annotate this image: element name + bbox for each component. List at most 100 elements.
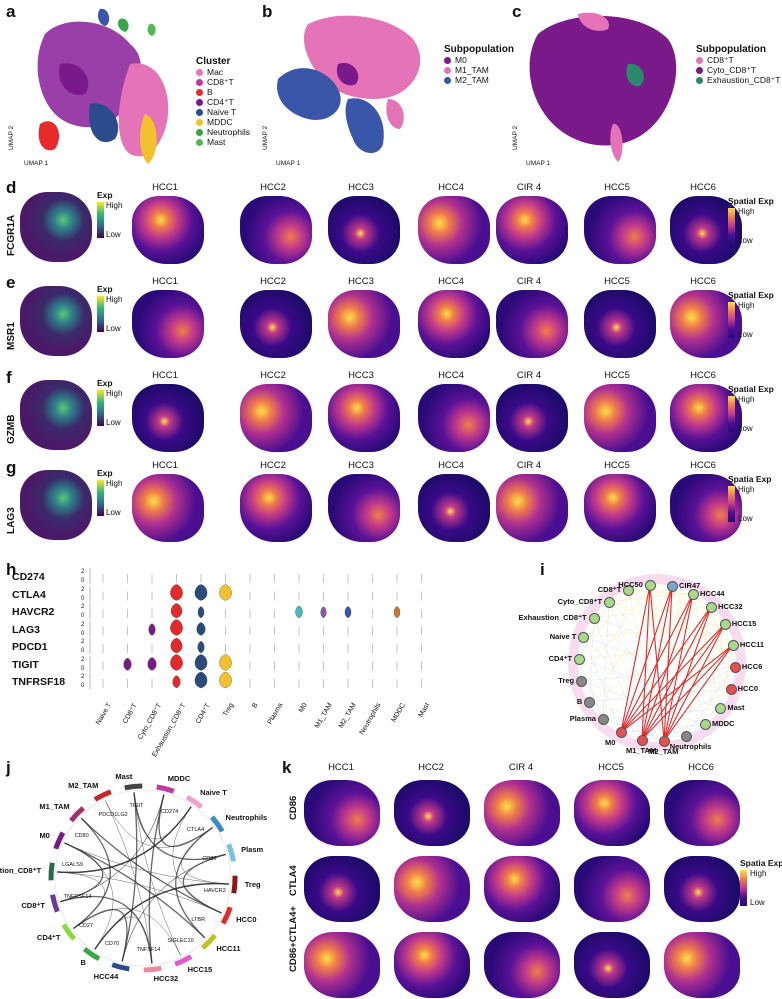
legend-item: CD4⁺T <box>196 97 250 107</box>
umap-b-axis2: UMAP 2 <box>262 125 269 150</box>
spatial-high-label: High <box>738 395 755 404</box>
k-sample-header: CIR 4 <box>508 762 534 773</box>
sample-header: HCC2 <box>260 460 286 471</box>
chord-link <box>121 792 138 962</box>
k-spatial-map <box>484 932 560 998</box>
gene-label-gzmb: GZMB <box>6 414 17 444</box>
network-edge-highlight <box>663 624 726 741</box>
k-spatial-map <box>574 932 650 998</box>
violin-shape <box>393 606 401 619</box>
network-node <box>699 719 711 731</box>
network-edge <box>720 644 734 709</box>
legend-item: CD8⁺T <box>196 77 250 87</box>
chord-gene-label: LTBR <box>191 917 206 924</box>
chord-arc <box>156 784 175 794</box>
network-edge <box>589 586 673 702</box>
violin-shape <box>194 654 208 671</box>
chord-arc <box>174 954 193 967</box>
network-edge-highlight <box>620 623 726 733</box>
chord-link <box>121 854 226 962</box>
spatial-low-label: Low <box>738 424 753 433</box>
network-edge <box>649 585 731 689</box>
legend-swatch <box>696 56 703 64</box>
panel-label-b: b <box>262 2 273 21</box>
violin-shape <box>148 623 156 636</box>
network-node-label: HCC0 <box>737 683 759 693</box>
legend-subpop-c-title: Subpopulation <box>696 44 766 55</box>
violin-tick-label: 0 <box>81 578 85 584</box>
spatial-map <box>496 474 568 542</box>
network-node-label: M1_TAM <box>625 745 657 755</box>
exp-low-label: Low <box>106 324 121 333</box>
network-node-label: CD4⁺T <box>548 653 573 663</box>
k-spatial-map <box>574 856 650 922</box>
violin-shape <box>197 606 205 619</box>
chord-group-label: M1_TAM <box>39 802 70 812</box>
panel-label-c: c <box>512 2 522 21</box>
sample-header: HCC3 <box>348 276 374 287</box>
legend-swatch <box>196 88 203 96</box>
spatial-map <box>496 290 568 358</box>
exp-high-label: High <box>106 479 123 488</box>
violin-tick-label: 2 <box>81 586 85 593</box>
network-edge-highlight <box>641 623 726 740</box>
spatial-legend-title: Spatial Exp <box>728 290 774 300</box>
exp-high-label: High <box>106 201 123 210</box>
violin-tick-label: 2 <box>81 639 85 645</box>
sample-header: HCC1 <box>152 370 178 381</box>
exp-legend-title: Exp <box>97 378 113 388</box>
network-node <box>588 612 600 624</box>
spatial-map <box>240 196 312 264</box>
umap-subpop-c-plot <box>529 12 677 162</box>
network-edge <box>578 601 610 660</box>
chord-group-label: HCC11 <box>216 943 241 953</box>
chord-group-label: HCC0 <box>236 914 257 924</box>
network-edge-highlight <box>620 593 694 733</box>
violin-shape <box>170 584 183 601</box>
network-edge <box>602 601 610 720</box>
legend-swatch <box>196 118 203 126</box>
chord-link <box>175 826 213 939</box>
violin-tick-label: 0 <box>81 613 85 619</box>
network-edge-highlight <box>620 585 651 733</box>
legend-swatch <box>196 108 203 116</box>
network-node <box>719 619 731 631</box>
legend-item-label: Cyto_CD8⁺T <box>707 65 756 75</box>
sample-header: CIR 4 <box>516 370 542 381</box>
network-node-label: HCC15 <box>731 619 757 629</box>
k-spatial-map <box>664 856 740 922</box>
sample-header: CIR 4 <box>516 460 542 471</box>
k-spatial-map <box>304 932 380 998</box>
network-node-label: Neutrophils <box>669 741 712 751</box>
spatial-map <box>132 196 204 264</box>
violin-gene-label: CD274 <box>12 571 45 583</box>
legend-item-label: Mac <box>207 67 224 77</box>
chord-gene-label: SIGLEC10 <box>167 938 194 945</box>
k-sample-header: HCC1 <box>328 762 354 773</box>
network-node-label: B <box>576 696 583 706</box>
legend-swatch <box>444 66 451 74</box>
violin-shape <box>172 675 181 689</box>
chord-link <box>158 794 213 847</box>
chord-group-label: CD8⁺T <box>21 901 45 911</box>
violin-shape <box>197 641 205 654</box>
spatial-map <box>496 384 568 452</box>
umap-cluster-plot <box>37 8 169 164</box>
chord-gene-label: HAVCR2 <box>203 887 226 894</box>
chord-gene-label: LGALS9 <box>62 862 83 869</box>
legend-item-label: B <box>207 87 213 97</box>
legend-swatch <box>196 68 203 76</box>
network-node-label: HCC50 <box>618 580 643 590</box>
network-edge <box>628 590 721 709</box>
legend-item-label: CD4⁺T <box>207 97 234 107</box>
chord-link <box>73 909 128 962</box>
network-edge <box>685 666 736 736</box>
network-node <box>729 662 741 673</box>
network-edge-highlight <box>663 606 712 741</box>
spatial-high-label: High <box>738 207 755 216</box>
chord-group-label: Naive T <box>200 788 227 798</box>
chord-arc <box>210 815 225 833</box>
legend-item: Neutrophils <box>196 127 250 137</box>
k-spatial-map <box>574 780 650 846</box>
chord-arc <box>111 962 130 972</box>
